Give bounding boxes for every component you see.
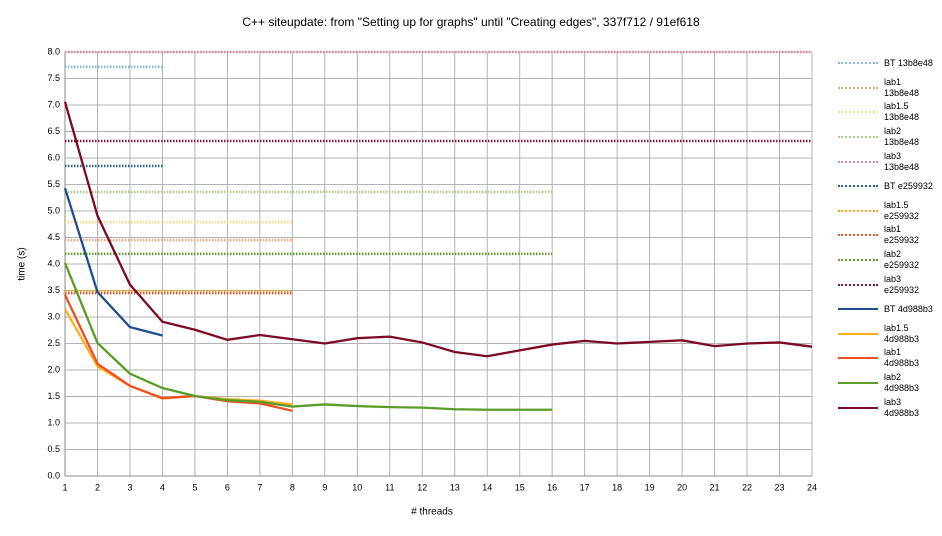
legend-item: BT e259932: [838, 174, 936, 199]
series-line: [63, 294, 293, 412]
legend-label: BT e259932: [884, 180, 933, 191]
legend-swatch: [838, 406, 878, 409]
x-tick-label: 1: [62, 482, 67, 492]
y-tick-label: 1.0: [47, 417, 60, 427]
x-tick-label: 20: [677, 482, 687, 492]
y-tick-label: 7.5: [47, 73, 60, 83]
x-tick-label: 8: [290, 482, 295, 492]
x-tick-label: 18: [612, 482, 622, 492]
legend: BT 13b8e48 lab1 13b8e48 lab1.5 13b8e48 lab2…: [838, 51, 936, 420]
legend-swatch: [838, 357, 878, 360]
y-tick-label: 5.0: [47, 205, 60, 215]
legend-swatch: [838, 308, 878, 311]
x-tick-label: 9: [322, 482, 327, 492]
legend-label: lab3 13b8e48: [884, 150, 920, 172]
x-tick-label: 5: [192, 482, 197, 492]
legend-swatch: [838, 332, 878, 335]
legend-label: lab3 e259932: [884, 273, 920, 295]
legend-item: lab3 13b8e48: [838, 149, 936, 174]
y-tick-label: 3.0: [47, 311, 60, 321]
legend-label: lab2 13b8e48: [884, 126, 920, 148]
legend-swatch: [838, 259, 878, 262]
x-tick-label: 12: [417, 482, 427, 492]
legend-item: lab2 4d988b3: [838, 371, 936, 396]
x-tick-label: 16: [547, 482, 557, 492]
x-axis-label: # threads: [411, 507, 453, 518]
legend-swatch: [838, 283, 878, 286]
legend-swatch: [838, 185, 878, 188]
y-tick-label: 8.0: [47, 46, 60, 56]
legend-label: BT 13b8e48: [884, 57, 933, 68]
x-tick-label: 21: [710, 482, 720, 492]
legend-item: lab1 e259932: [838, 223, 936, 248]
legend-item: lab1.5 13b8e48: [838, 100, 936, 125]
y-tick-label: 7.0: [47, 99, 60, 109]
series-line: [63, 101, 813, 358]
x-tick-label: 17: [580, 482, 590, 492]
legend-label: lab1 e259932: [884, 224, 920, 246]
y-tick-label: 4.5: [47, 232, 60, 242]
legend-label: lab3 4d988b3: [884, 396, 920, 418]
series-line: [63, 308, 293, 406]
legend-swatch: [838, 234, 878, 237]
y-tick-label: 0.5: [47, 444, 60, 454]
y-tick-label: 0.0: [47, 470, 60, 480]
legend-swatch: [838, 111, 878, 114]
y-tick-label: 6.0: [47, 152, 60, 162]
legend-label: lab1.5 4d988b3: [884, 322, 920, 344]
legend-item: lab2 13b8e48: [838, 125, 936, 150]
x-tick-label: 15: [515, 482, 525, 492]
x-tick-label: 23: [775, 482, 785, 492]
legend-label: lab1 4d988b3: [884, 347, 920, 369]
x-tick-label: 7: [257, 482, 262, 492]
legend-label: lab2 4d988b3: [884, 372, 920, 394]
legend-item: BT 4d988b3: [838, 297, 936, 322]
legend-swatch: [838, 382, 878, 385]
legend-item: lab3 4d988b3: [838, 395, 936, 420]
y-tick-label: 2.0: [47, 364, 60, 374]
y-tick-label: 1.5: [47, 391, 60, 401]
y-tick-label: 2.5: [47, 338, 60, 348]
y-tick-label: 6.5: [47, 126, 60, 136]
legend-swatch: [838, 209, 878, 212]
legend-item: lab1 13b8e48: [838, 76, 936, 101]
x-tick-label: 2: [95, 482, 100, 492]
x-tick-label: 22: [742, 482, 752, 492]
y-tick-label: 3.5: [47, 285, 60, 295]
legend-label: BT 4d988b3: [884, 303, 933, 314]
series-line: [63, 187, 163, 337]
legend-swatch: [838, 86, 878, 89]
legend-item: lab1.5 e259932: [838, 199, 936, 224]
x-tick-label: 11: [385, 482, 394, 492]
legend-item: lab1 4d988b3: [838, 346, 936, 371]
y-tick-label: 5.5: [47, 179, 60, 189]
legend-label: lab1.5 e259932: [884, 199, 920, 221]
x-tick-label: 10: [352, 482, 362, 492]
legend-item: BT 13b8e48: [838, 51, 936, 76]
x-tick-label: 13: [450, 482, 460, 492]
x-tick-label: 3: [127, 482, 132, 492]
legend-item: lab2 e259932: [838, 248, 936, 273]
legend-swatch: [838, 136, 878, 139]
x-tick-label: 19: [645, 482, 655, 492]
x-tick-label: 14: [482, 482, 492, 492]
y-axis-label: time (s): [17, 247, 28, 280]
chart-title: C++ siteupdate: from "Setting up for gra…: [242, 15, 700, 29]
x-tick-label: 4: [160, 482, 165, 492]
series-line: [63, 262, 553, 411]
y-tick-label: 4.0: [47, 258, 60, 268]
legend-swatch: [838, 160, 878, 163]
legend-item: lab3 e259932: [838, 272, 936, 297]
legend-label: lab1.5 13b8e48: [884, 101, 920, 123]
x-tick-label: 6: [225, 482, 230, 492]
legend-label: lab1 13b8e48: [884, 76, 920, 98]
legend-label: lab2 e259932: [884, 249, 920, 271]
legend-swatch: [838, 62, 878, 65]
x-tick-label: 24: [807, 482, 817, 492]
legend-item: lab1.5 4d988b3: [838, 322, 936, 347]
